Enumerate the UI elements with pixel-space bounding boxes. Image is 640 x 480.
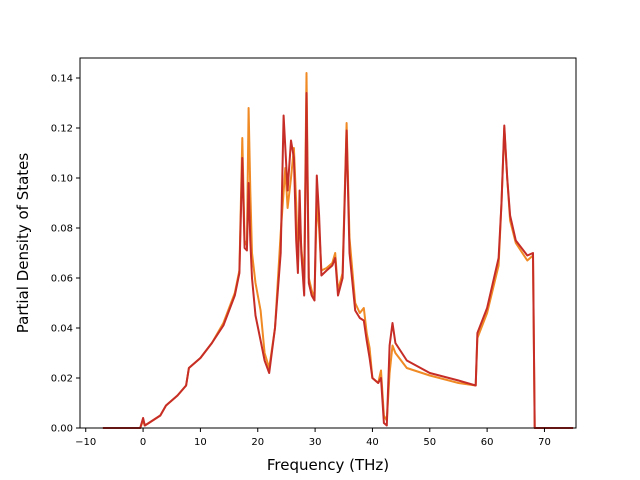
y-axis: 0.00 0.02 0.04 0.06 0.08 0.10 0.12 0.14	[51, 74, 80, 435]
x-tick-label: 30	[309, 437, 322, 448]
x-tick-label: 0	[140, 437, 146, 448]
y-tick-label: 0.10	[51, 174, 73, 185]
x-tick-label: 60	[481, 437, 494, 448]
series-line-2	[102, 92, 574, 429]
y-tick-label: 0.08	[51, 224, 73, 235]
x-tick-label: 40	[366, 437, 379, 448]
x-tick-label: 50	[423, 437, 436, 448]
x-tick-label: 10	[194, 437, 207, 448]
y-tick-label: 0.14	[51, 74, 73, 85]
y-tick-label: 0.12	[51, 124, 73, 135]
y-tick-label: 0.00	[51, 424, 73, 435]
plot-series-group	[102, 72, 574, 429]
y-tick-label: 0.02	[51, 374, 73, 385]
y-tick-label: 0.06	[51, 274, 73, 285]
x-axis-label: Frequency (THz)	[267, 456, 389, 474]
x-tick-label: 20	[251, 437, 264, 448]
x-tick-label: 70	[538, 437, 551, 448]
plot-frame	[79, 57, 577, 429]
x-tick-label: −10	[75, 437, 96, 448]
series-line-1	[102, 72, 574, 429]
x-axis: −10 0 10 20 30 40 50 60 70	[75, 428, 551, 448]
y-tick-label: 0.04	[51, 324, 73, 335]
y-axis-label: Partial Density of States	[14, 153, 32, 334]
